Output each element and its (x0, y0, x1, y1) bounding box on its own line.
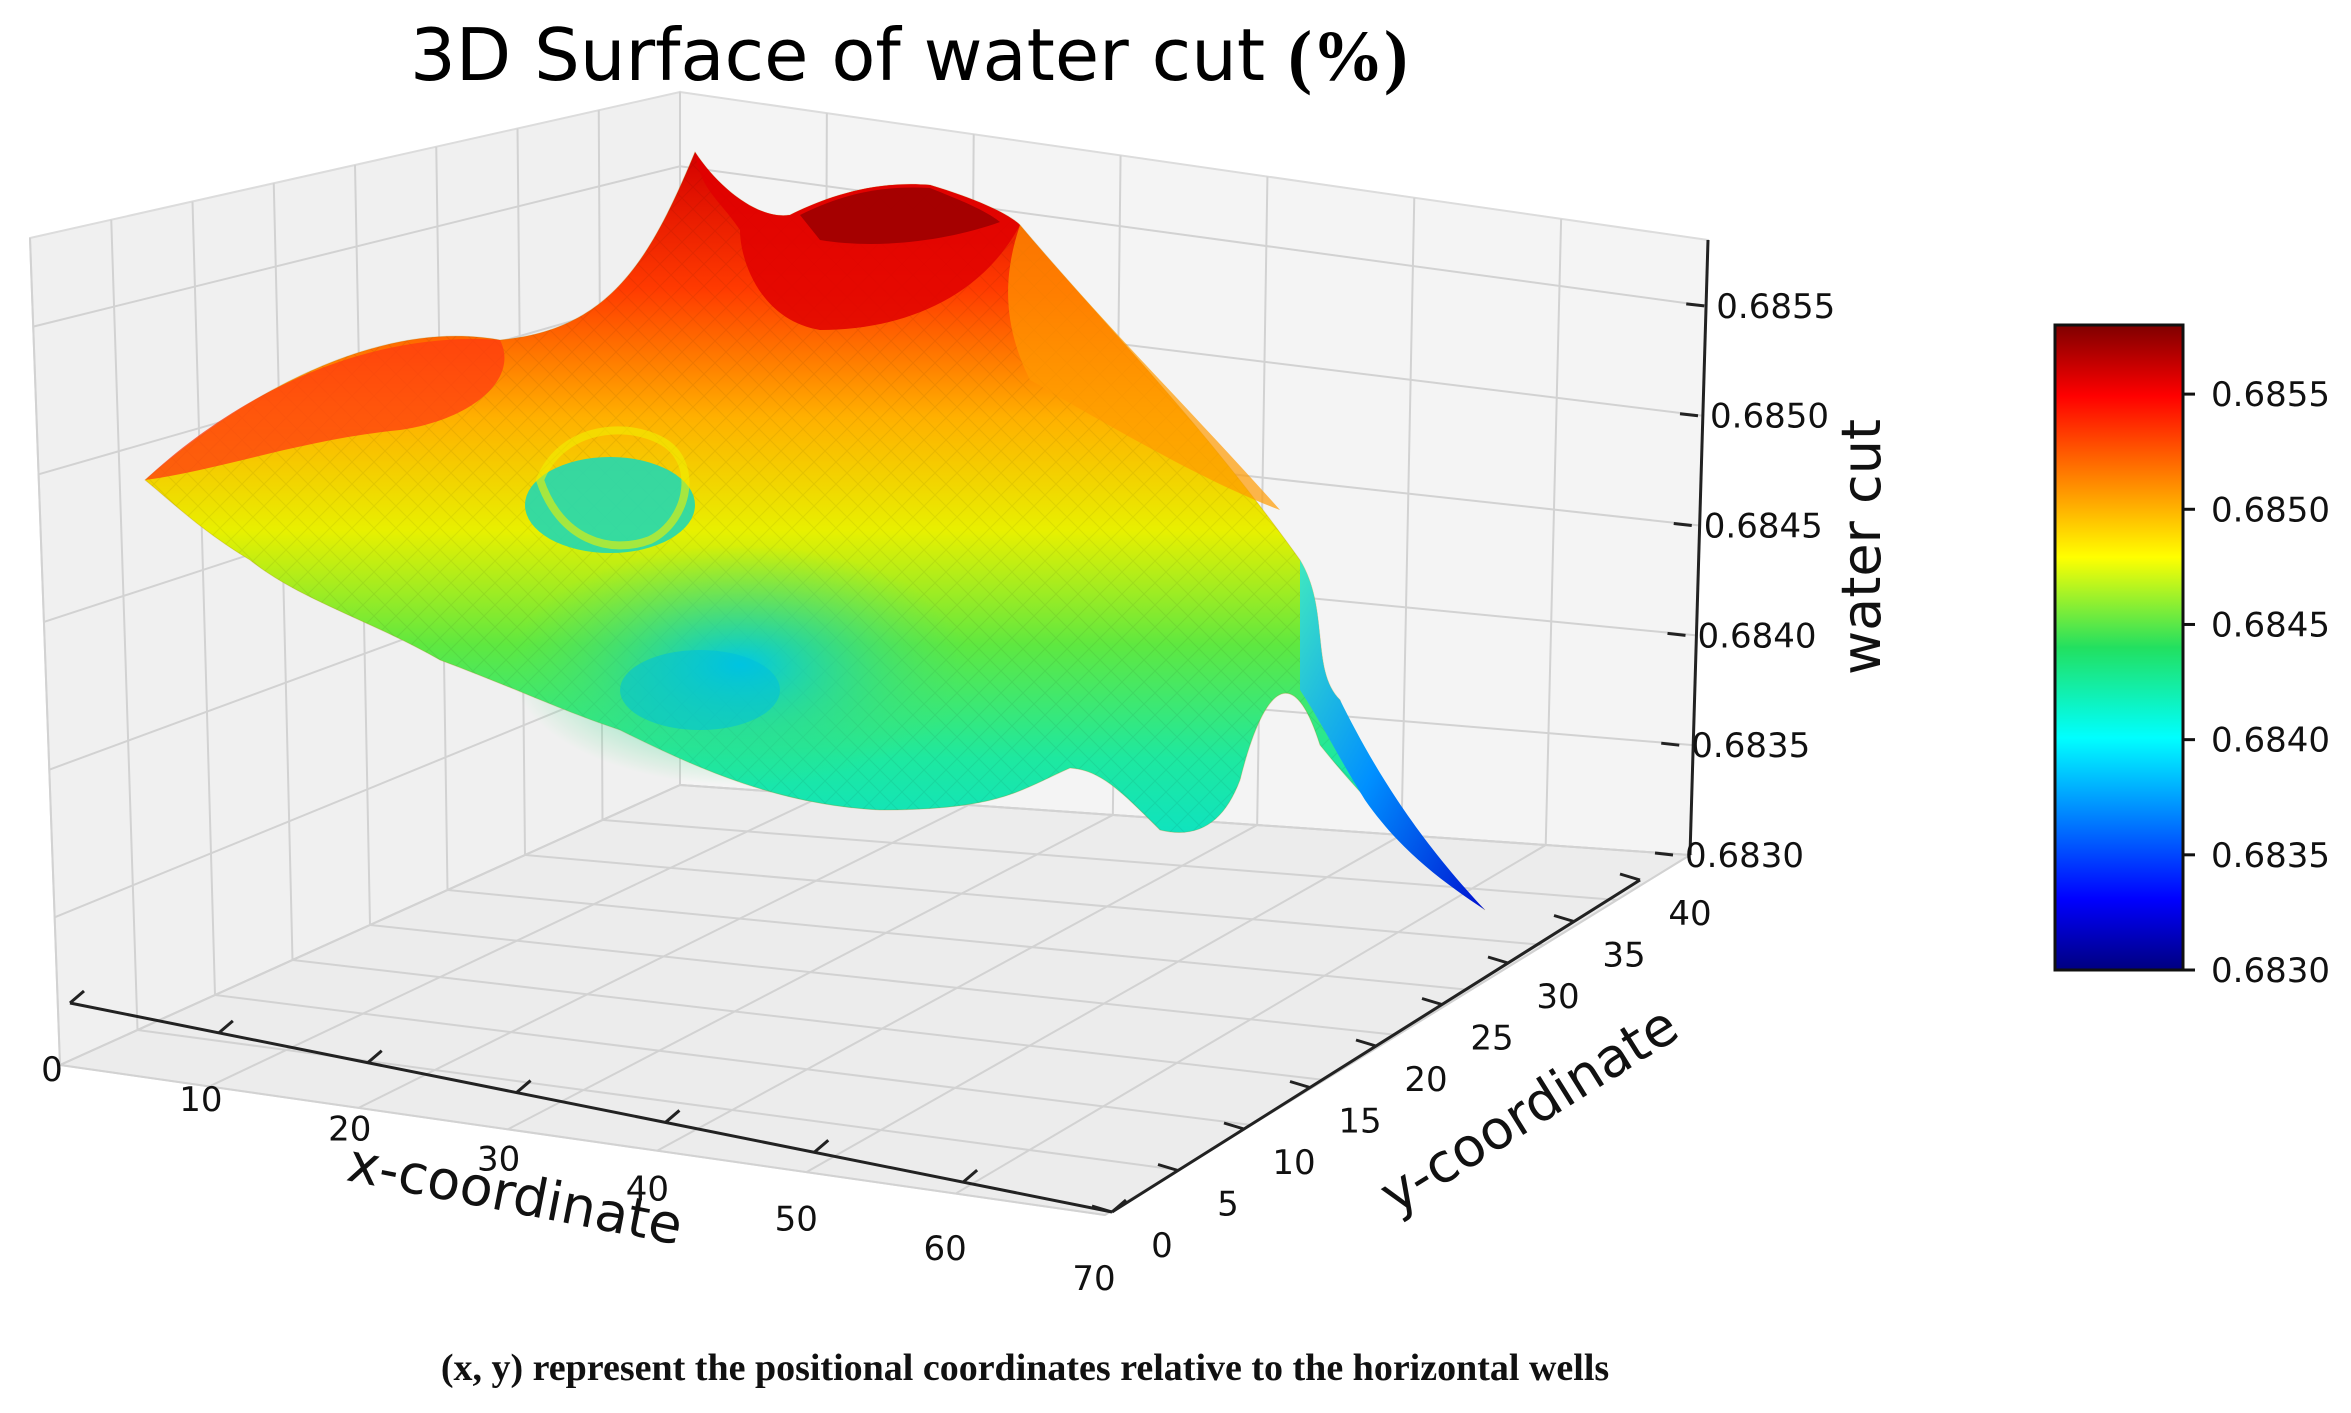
x-tick-label: 30 (477, 1140, 520, 1180)
z-tick-mark (1686, 302, 1705, 308)
y-tick-label: 0 (1151, 1226, 1173, 1266)
surface-well-rim (535, 426, 690, 550)
x-ticks: 0 10 20 30 40 50 60 70 (41, 989, 1127, 1299)
x-tick-mark (69, 989, 85, 1005)
colorbar-tick-label: 0.6845 (2211, 605, 2330, 645)
y-tick-label: 5 (1217, 1185, 1239, 1225)
z-tick-label: 0.6855 (1716, 287, 1835, 327)
z-tick-label: 0.6850 (1710, 397, 1829, 437)
y-tick-mark (1091, 1204, 1113, 1214)
figure-caption: (x, y) represent the positional coordina… (441, 1347, 1609, 1389)
z-tick-label: 0.6845 (1704, 507, 1823, 547)
x-tick-mark (515, 1079, 532, 1094)
colorbar-ticks: 0.6830 0.6835 0.6840 0.6845 0.6850 0.6855 (2183, 375, 2330, 991)
z-tick-label: 0.6840 (1698, 616, 1817, 656)
colorbar-tick-label: 0.6835 (2211, 836, 2330, 876)
y-tick-mark (1619, 872, 1641, 882)
z-tick-mark (1667, 631, 1686, 637)
surface-right-slope (1008, 225, 1280, 510)
y-tick-label: 20 (1404, 1060, 1447, 1100)
z-tick-label: 0.6830 (1685, 836, 1804, 876)
y-ticks: 0 5 10 15 20 25 30 35 40 (1091, 872, 1712, 1266)
x-axis-line (69, 1001, 1113, 1214)
y-tick-mark (1487, 955, 1509, 965)
z-axis-line (1688, 239, 1710, 856)
colorbar-tick-label: 0.6840 (2211, 721, 2330, 761)
z-tick-label: 0.6835 (1691, 726, 1810, 766)
x-tick-label: 10 (179, 1080, 222, 1120)
y-tick-label: 15 (1338, 1102, 1381, 1142)
x-tick-label: 50 (775, 1199, 818, 1239)
x-tick-mark (1111, 1198, 1127, 1214)
z-ticks: 0.6830 0.6835 0.6840 0.6845 0.6850 0.6855 (1654, 287, 1835, 876)
chart-title-unit: (%) (1288, 16, 1408, 96)
water-cut-surface (144, 150, 1486, 911)
x-tick-mark (366, 1049, 383, 1064)
y-tick-label: 40 (1668, 894, 1711, 934)
z-tick-mark (1654, 851, 1674, 857)
y-tick-mark (1223, 1121, 1245, 1131)
chart-title: 3D Surface of water cut (%) (410, 13, 1408, 97)
y-axis-label: y-coordinate (1369, 993, 1689, 1226)
z-tick-mark (1673, 522, 1692, 528)
y-tick-label: 25 (1470, 1019, 1513, 1059)
x-tick-mark (217, 1019, 234, 1034)
x-tick-label: 40 (626, 1169, 669, 1209)
z-axis-label: water cut (1830, 419, 1893, 675)
x-tick-label: 60 (924, 1229, 967, 1269)
y-tick-label: 35 (1602, 936, 1645, 976)
surface-basin-core (620, 650, 780, 730)
z-grid-line (32, 165, 1707, 328)
colorbar-tick-label: 0.6830 (2211, 951, 2330, 991)
y-tick-mark (1421, 997, 1443, 1006)
z-tick-mark (1679, 412, 1699, 418)
surface-peak-dark (800, 187, 1000, 244)
y-tick-mark (1553, 914, 1575, 923)
z-grid-line (59, 783, 1691, 1066)
colorbar-tick-label: 0.6850 (2211, 490, 2330, 530)
x-tick-label: 0 (41, 1050, 63, 1090)
y-tick-mark (1157, 1163, 1179, 1172)
x-tick-mark (962, 1169, 979, 1184)
y-tick-mark (1355, 1038, 1377, 1048)
x-tick-label: 20 (328, 1110, 371, 1150)
z-tick-mark (1661, 741, 1680, 747)
colorbar (2053, 323, 2185, 972)
surface-tail (1300, 560, 1485, 910)
y-tick-mark (1289, 1080, 1311, 1089)
y-tick-label: 10 (1272, 1143, 1315, 1183)
y-tick-label: 30 (1536, 977, 1579, 1017)
x-tick-mark (813, 1139, 830, 1154)
x-tick-label: 70 (1072, 1259, 1115, 1299)
x-tick-mark (664, 1109, 681, 1124)
surface-left-ridge (145, 339, 505, 480)
colorbar-tick-label: 0.6855 (2211, 375, 2330, 415)
